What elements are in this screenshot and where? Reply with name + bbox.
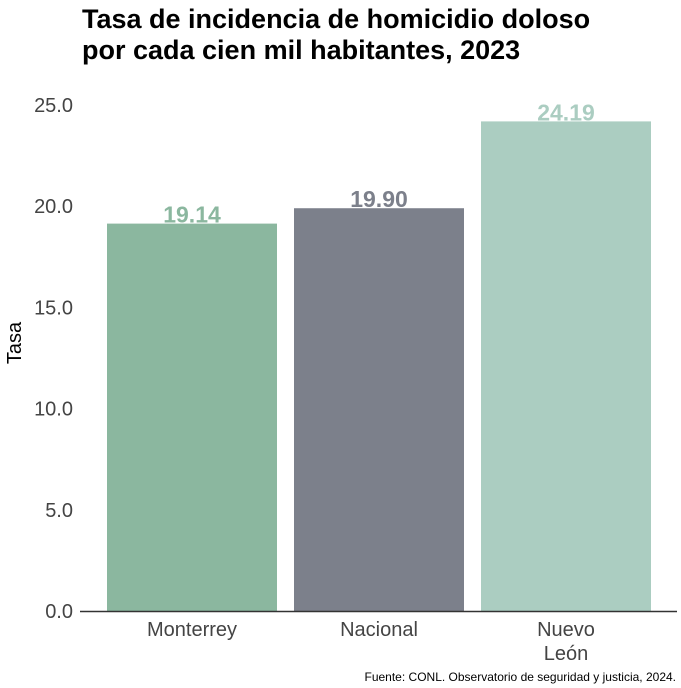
bar-value-label: 19.14 [163, 202, 221, 228]
bar-value-label: 19.90 [350, 186, 408, 212]
y-tick-label: 20.0 [34, 196, 73, 218]
y-tick-label: 10.0 [34, 399, 73, 421]
bar [481, 121, 651, 611]
y-axis-ticks: 0.0 5.0 10.0 15.0 20.0 25.0 [34, 95, 73, 623]
x-tick-label: León [544, 643, 589, 665]
bar [107, 223, 277, 612]
y-tick-label: 0.0 [45, 601, 73, 623]
bars [107, 121, 651, 612]
bar-value-label: 24.19 [537, 99, 595, 125]
bar [294, 208, 464, 611]
y-tick-label: 15.0 [34, 297, 73, 319]
x-tick-label: Monterrey [147, 619, 237, 641]
y-tick-label: 25.0 [34, 95, 73, 117]
x-tick-label: Nuevo [537, 619, 595, 641]
chart-title-line-2: por cada cien mil habitantes, 2023 [82, 35, 520, 65]
x-tick-label: Nacional [340, 619, 418, 641]
y-tick-label: 5.0 [45, 500, 73, 522]
chart-title-line-1: Tasa de incidencia de homicidio doloso [82, 4, 590, 34]
source-caption: Fuente: CONL. Observatorio de seguridad … [365, 670, 677, 684]
data-labels: 19.14 19.90 24.19 [163, 99, 595, 227]
y-axis-label: Tasa [4, 321, 26, 364]
